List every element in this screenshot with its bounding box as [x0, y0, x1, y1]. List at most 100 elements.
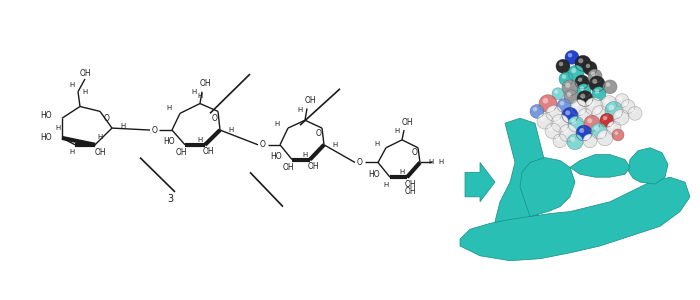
Circle shape: [589, 76, 605, 92]
Circle shape: [560, 101, 564, 106]
Circle shape: [605, 102, 623, 119]
Circle shape: [604, 98, 609, 104]
Text: H: H: [394, 128, 400, 134]
Circle shape: [571, 68, 576, 73]
Circle shape: [570, 137, 575, 142]
Circle shape: [568, 53, 573, 57]
Circle shape: [588, 69, 602, 83]
Text: H: H: [274, 121, 280, 127]
Circle shape: [564, 90, 578, 104]
Text: OH: OH: [401, 118, 413, 127]
Circle shape: [545, 123, 561, 139]
PathPatch shape: [495, 118, 545, 241]
Text: H: H: [228, 127, 233, 133]
Text: O: O: [104, 114, 110, 123]
Circle shape: [553, 134, 567, 148]
Circle shape: [559, 62, 564, 66]
Text: H: H: [384, 182, 388, 188]
Text: OH: OH: [79, 69, 91, 78]
PathPatch shape: [628, 148, 668, 184]
Circle shape: [616, 112, 622, 117]
Text: OH: OH: [282, 163, 294, 172]
Circle shape: [581, 111, 585, 115]
Circle shape: [546, 106, 562, 121]
Circle shape: [606, 82, 610, 87]
Circle shape: [615, 131, 618, 135]
Circle shape: [610, 124, 615, 128]
Circle shape: [562, 107, 578, 123]
Text: HO: HO: [41, 134, 52, 142]
Circle shape: [575, 56, 591, 71]
Circle shape: [552, 88, 564, 100]
Circle shape: [551, 114, 569, 132]
Circle shape: [597, 130, 613, 146]
Circle shape: [592, 87, 606, 100]
Text: H: H: [298, 107, 302, 113]
Circle shape: [537, 113, 553, 129]
Circle shape: [608, 105, 615, 110]
Circle shape: [592, 79, 597, 84]
Circle shape: [579, 128, 584, 133]
Text: O: O: [316, 128, 322, 137]
Circle shape: [577, 84, 591, 98]
Text: H: H: [167, 105, 172, 111]
Circle shape: [592, 106, 608, 121]
Text: OH: OH: [404, 188, 416, 196]
Circle shape: [621, 100, 635, 113]
Text: O: O: [260, 140, 266, 149]
Circle shape: [587, 118, 592, 123]
Circle shape: [615, 94, 629, 107]
Circle shape: [589, 101, 594, 106]
Text: H: H: [438, 160, 443, 166]
Text: H: H: [302, 152, 307, 158]
Text: H: H: [332, 142, 337, 148]
Circle shape: [568, 116, 584, 132]
Circle shape: [571, 119, 576, 124]
Circle shape: [563, 127, 568, 133]
Circle shape: [554, 90, 558, 94]
Circle shape: [583, 61, 597, 75]
Text: OH: OH: [404, 180, 416, 189]
Circle shape: [600, 133, 606, 138]
Circle shape: [576, 125, 592, 141]
Circle shape: [628, 106, 642, 120]
Text: H: H: [400, 169, 405, 175]
Text: O: O: [412, 148, 418, 157]
Circle shape: [539, 95, 557, 112]
Circle shape: [578, 77, 582, 82]
Circle shape: [571, 100, 587, 115]
Text: H: H: [374, 141, 380, 147]
Text: Theoretical Analysis of Biomolecule: Theoretical Analysis of Biomolecule: [8, 17, 428, 41]
Circle shape: [565, 110, 570, 115]
Circle shape: [594, 126, 599, 131]
Text: HO: HO: [41, 111, 52, 120]
Circle shape: [556, 59, 570, 73]
Circle shape: [565, 50, 579, 64]
Circle shape: [580, 86, 584, 91]
Text: H: H: [191, 89, 197, 95]
Text: OH: OH: [199, 80, 211, 88]
Text: H: H: [69, 149, 75, 155]
Text: HO: HO: [163, 137, 175, 146]
Text: H: H: [197, 137, 202, 143]
Circle shape: [556, 136, 560, 141]
Circle shape: [584, 115, 600, 131]
Circle shape: [557, 99, 571, 112]
Circle shape: [530, 104, 544, 118]
Circle shape: [559, 124, 577, 142]
Circle shape: [586, 64, 590, 68]
Circle shape: [612, 129, 624, 141]
Circle shape: [533, 107, 538, 111]
Circle shape: [583, 134, 597, 148]
Circle shape: [591, 72, 595, 76]
Circle shape: [601, 96, 617, 111]
Text: H: H: [428, 160, 433, 166]
Text: HO: HO: [368, 170, 380, 179]
Text: OH: OH: [307, 162, 318, 171]
Text: 3: 3: [167, 194, 173, 204]
Circle shape: [578, 58, 583, 63]
Text: H: H: [69, 82, 75, 88]
Text: OH: OH: [202, 147, 214, 156]
Text: H: H: [83, 89, 88, 95]
Circle shape: [577, 91, 593, 106]
